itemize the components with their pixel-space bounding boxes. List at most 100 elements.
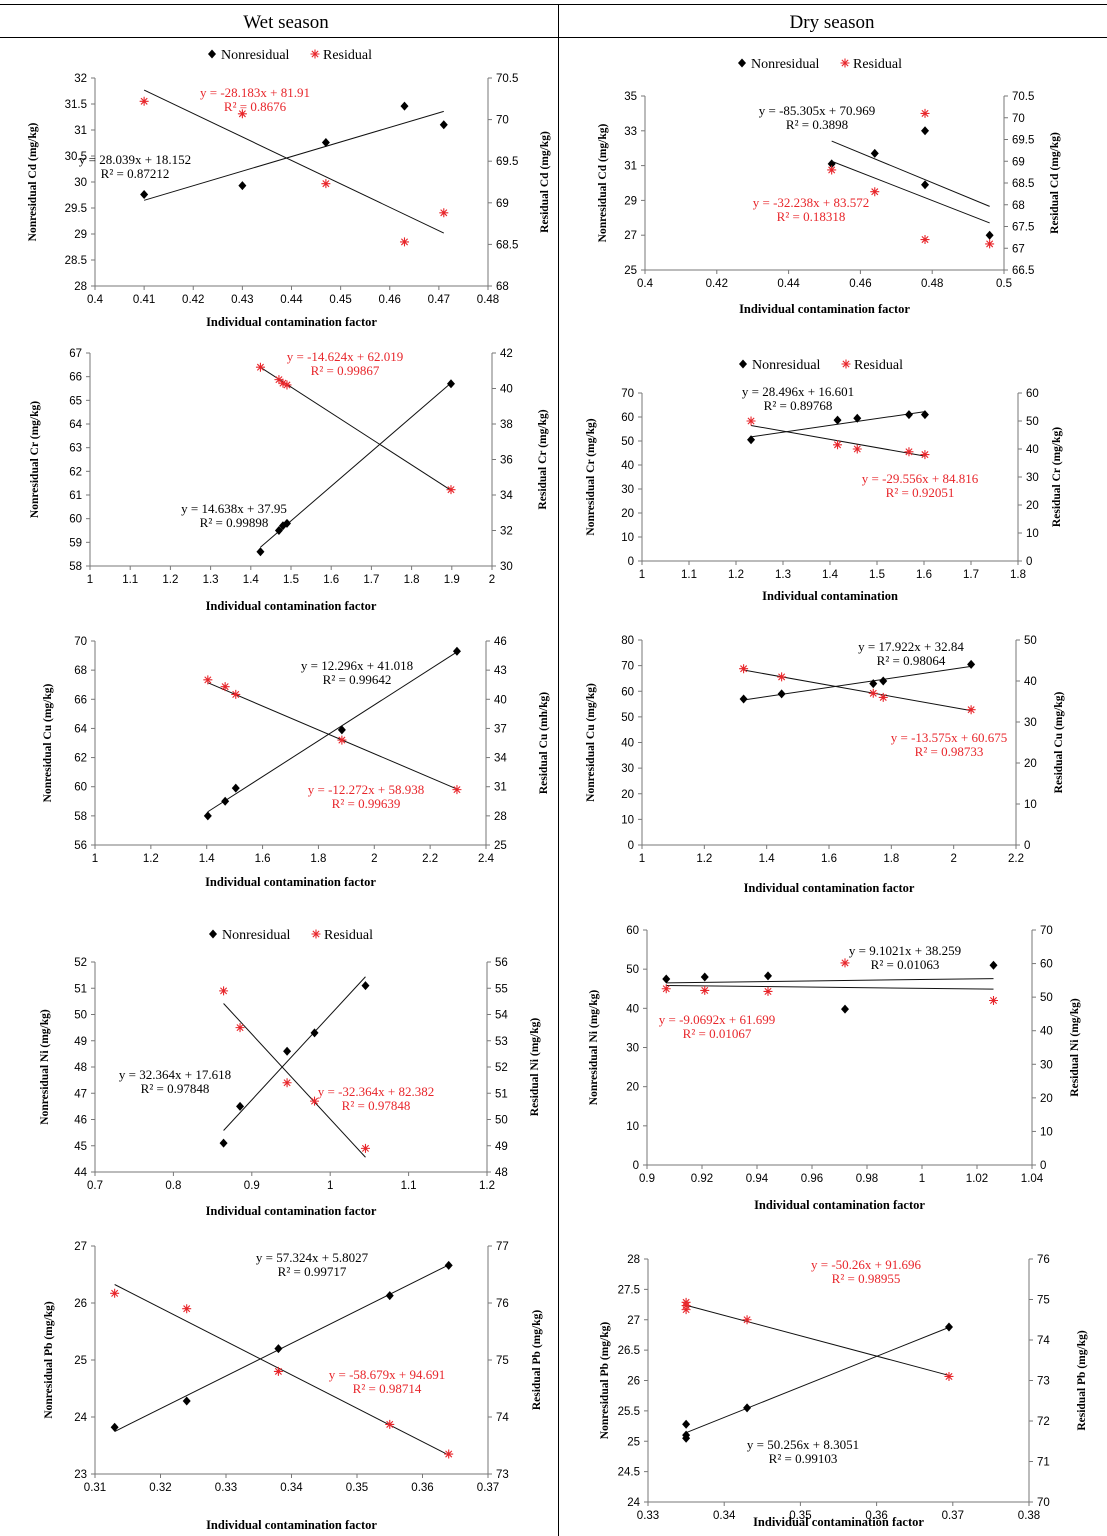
residual-point [827,165,837,175]
nonresidual-point [967,659,976,669]
nonresidual-point [870,148,879,158]
x-tick-label: 0.36 [411,1482,433,1494]
residual-point [989,996,998,1005]
y-axis-left-label: Nonresidual Cr (mg/kg) [29,401,41,518]
residual-point [868,688,878,698]
y-left-tick-label: 24.5 [618,1467,640,1479]
y-right-tick-label: 50 [495,1115,508,1127]
y-right-tick-label: 46 [494,636,507,648]
residual-point [777,672,787,682]
r-squared-label: R² = 0.18318 [777,209,846,224]
y-right-tick-label: 34 [494,753,507,765]
y-left-tick-label: 56 [74,840,87,852]
y-right-tick-label: 50 [1026,416,1039,428]
equation-label: y = 57.324x + 5.8027 [256,1250,369,1265]
trendline-residual [207,682,458,790]
x-tick-label: 1.4 [759,853,776,865]
y-axis-right-label: Residual Ni (mg/kg) [529,1018,541,1117]
x-tick-label: 0.42 [706,278,728,290]
x-tick-label: 1.9 [444,574,460,586]
y-left-tick-label: 20 [621,508,634,520]
x-axis-label: Individual contamination factor [205,875,376,889]
y-left-tick-label: 27 [627,1315,640,1327]
nonresidual-point [310,1028,319,1038]
nonresidual-point [853,413,862,423]
y-right-tick-label: 53 [495,1036,508,1048]
y-left-tick-label: 20 [626,1082,639,1094]
y-left-tick-label: 28 [74,281,87,293]
y-left-tick-label: 27 [624,230,637,242]
y-right-tick-label: 30 [500,561,513,573]
y-left-tick-label: 31 [624,161,637,173]
y-right-tick-label: 43 [494,665,507,677]
y-left-tick-label: 58 [74,811,87,823]
equation-label: y = 28.039x + 18.152 [79,152,191,167]
y-left-tick-label: 60 [74,782,87,794]
y-left-tick-label: 67 [69,348,82,360]
legend-nonresidual-marker [208,49,216,59]
x-tick-label: 1 [639,853,645,865]
residual-point [139,96,149,106]
y-left-tick-label: 10 [621,532,634,544]
y-left-tick-label: 32 [74,73,87,85]
x-axis-label: Individual contamination factor [739,302,910,316]
equation-label: y = 12.296x + 41.018 [301,658,413,673]
residual-point [840,958,850,968]
nonresidual-point [256,547,265,557]
nonresidual-point [282,518,291,528]
chart-dry-cd-group: 0.4 0.42 0.44 0.46 0.48 0.5 25 27 29 31 33 35 66.5 67… [597,57,1061,316]
y-left-tick-label: 61 [69,490,82,502]
y-left-tick-label: 51 [74,983,87,995]
residual-point [452,785,462,795]
y-left-tick-label: 45 [74,1141,87,1153]
residual-point [310,1096,320,1106]
y-right-tick-label: 70.5 [496,73,518,85]
x-tick-label: 0.5 [996,278,1012,290]
nonresidual-point [446,379,455,389]
nonresidual-point [274,526,283,535]
x-tick-label: 1.7 [363,574,379,586]
y-right-tick-label: 77 [496,1241,509,1253]
x-tick-label: 2 [489,574,495,586]
y-left-tick-label: 0 [628,556,634,568]
x-tick-label: 0.35 [789,1510,811,1522]
residual-point [235,1023,245,1033]
y-right-tick-label: 69.5 [496,156,518,168]
x-tick-label: 1.6 [821,853,837,865]
r-squared-label: R² = 0.98733 [915,744,984,759]
x-tick-label: 1.8 [1010,569,1026,581]
x-tick-label: 0.42 [182,294,204,306]
y-left-tick-label: 10 [621,814,634,826]
y-right-tick-label: 40 [500,384,513,396]
y-axis-right-label: Residual Pb (mg/kg) [1076,1330,1088,1430]
y-left-tick-label: 40 [626,1003,639,1015]
residual-point [746,416,756,426]
y-left-tick-label: 30 [74,177,87,189]
y-axis-left-label: Nonresidual Cu (mg/kg) [42,684,54,803]
y-left-tick-label: 50 [626,964,639,976]
residual-point [219,986,229,996]
legend-residual-label: Residual [854,358,903,373]
nonresidual-point [337,725,346,735]
nonresidual-point [452,646,461,656]
residual-point [203,675,213,685]
nonresidual-point [219,1138,228,1148]
r-squared-label: R² = 0.99642 [323,672,392,687]
x-tick-label: 1.2 [143,853,159,865]
x-axis-label: Individual contamination factor [753,1515,924,1529]
nonresidual-point [869,679,878,689]
x-tick-label: 1.7 [963,569,979,581]
legend-nonresidual-label: Nonresidual [751,57,820,72]
nonresidual-point [110,1422,119,1432]
residual-point [255,362,265,372]
y-axis-left-label: Nonresidual Pb (mg/kg) [43,1301,55,1419]
y-left-tick-label: 30 [621,484,634,496]
y-right-tick-label: 70 [1037,1497,1050,1509]
y-left-tick-label: 64 [69,419,82,431]
y-right-tick-label: 68 [496,281,509,293]
nonresidual-point [920,410,929,420]
y-right-tick-label: 67.5 [1012,222,1034,234]
y-axis-left-label: Nonresidual Pb (mg/kg) [599,1322,611,1440]
residual-point [878,692,888,702]
trendline-nonresidual [207,651,458,813]
